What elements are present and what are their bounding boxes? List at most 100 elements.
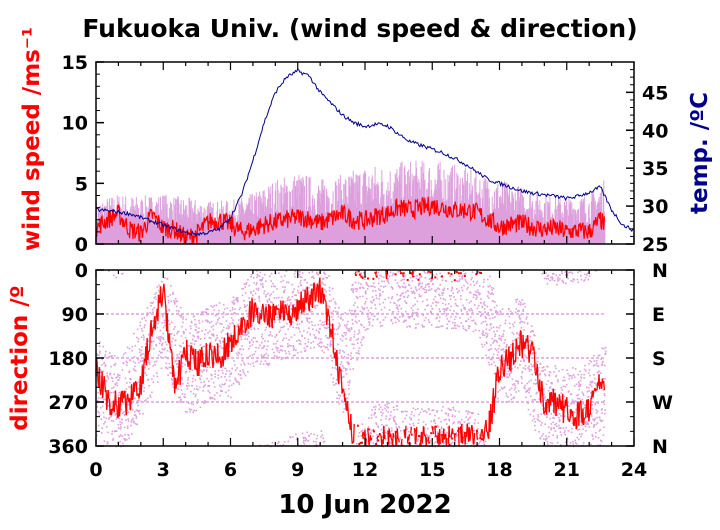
- direction-sample-dot: [439, 284, 441, 286]
- direction-segment: [431, 426, 434, 431]
- direction-sample-dot: [396, 405, 398, 407]
- direction-sample-dot: [454, 415, 456, 418]
- direction-sample-dot: [551, 382, 553, 385]
- direction-sample-dot: [110, 419, 113, 422]
- direction-sample-dot: [404, 286, 407, 288]
- direction-sample-dot: [140, 353, 142, 355]
- direction-sample-dot: [253, 282, 255, 284]
- direction-sample-dot: [434, 422, 437, 425]
- direction-sample-dot: [339, 349, 341, 352]
- direction-sample-dot: [391, 322, 394, 325]
- direction-segment: [438, 429, 441, 445]
- direction-sample-dot: [537, 414, 539, 416]
- direction-sample-dot: [144, 343, 147, 345]
- direction-sample-dot: [209, 366, 211, 369]
- direction-sample-dot: [400, 410, 403, 413]
- direction-sample-dot: [528, 370, 531, 372]
- direction-segment: [135, 381, 138, 385]
- direction-sample-dot: [219, 342, 222, 344]
- direction-segment: [194, 348, 197, 370]
- direction-sample-dot: [203, 345, 206, 348]
- direction-sample-dot: [473, 430, 476, 432]
- direction-sample-dot: [457, 421, 459, 424]
- direction-sample-dot: [278, 319, 281, 321]
- direction-sample-dot: [187, 382, 189, 384]
- direction-sample-dot: [108, 270, 110, 272]
- direction-sample-dot: [570, 431, 573, 434]
- direction-sample-dot: [575, 443, 578, 445]
- direction-sample-dot: [199, 344, 202, 346]
- direction-sample-dot: [214, 373, 216, 375]
- direction-sample-dot: [565, 282, 567, 285]
- direction-sample-dot: [182, 318, 184, 320]
- direction-sample-dot: [302, 437, 305, 440]
- direction-segment: [212, 357, 215, 368]
- direction-sample-dot: [286, 323, 288, 325]
- date-label: 10 Jun 2022: [278, 490, 452, 520]
- direction-sample-dot: [247, 362, 250, 365]
- direction-sample-dot: [294, 299, 297, 301]
- direction-point: [360, 275, 363, 278]
- direction-sample-dot: [285, 270, 288, 272]
- direction-sample-dot: [154, 316, 157, 318]
- direction-sample-dot: [384, 407, 386, 410]
- direction-sample-dot: [521, 382, 523, 384]
- direction-sample-dot: [549, 279, 551, 282]
- direction-point: [400, 272, 402, 275]
- direction-point: [428, 441, 431, 444]
- direction-sample-dot: [496, 330, 498, 332]
- direction-sample-dot: [111, 430, 114, 433]
- direction-sample-dot: [192, 393, 195, 395]
- direction-sample-dot: [100, 407, 102, 409]
- direction-sample-dot: [577, 393, 580, 396]
- direction-sample-dot: [504, 319, 507, 322]
- direction-sample-dot: [341, 370, 344, 372]
- direction-sample-dot: [553, 371, 555, 373]
- direction-sample-dot: [418, 277, 421, 279]
- direction-sample-dot: [492, 293, 494, 296]
- direction-sample-dot: [390, 411, 392, 413]
- direction-sample-dot: [265, 294, 268, 296]
- direction-sample-dot: [569, 271, 572, 273]
- direction-sample-dot: [370, 432, 372, 435]
- direction-sample-dot: [551, 279, 554, 281]
- direction-sample-dot: [469, 429, 472, 431]
- direction-sample-dot: [505, 346, 507, 349]
- direction-sample-dot: [343, 332, 346, 334]
- direction-sample-dot: [576, 278, 579, 281]
- direction-sample-dot: [232, 345, 234, 347]
- direction-sample-dot: [289, 298, 292, 301]
- direction-sample-dot: [453, 318, 456, 321]
- direction-sample-dot: [258, 300, 261, 302]
- direction-sample-dot: [582, 394, 585, 397]
- direction-sample-dot: [105, 350, 107, 353]
- direction-segment: [326, 317, 328, 325]
- direction-segment: [135, 383, 138, 396]
- direction-sample-dot: [450, 442, 453, 445]
- direction-segment: [233, 324, 236, 340]
- direction-sample-dot: [349, 339, 352, 341]
- direction-sample-dot: [242, 288, 245, 290]
- direction-sample-dot: [361, 311, 363, 314]
- direction-segment: [469, 428, 472, 434]
- direction-sample-dot: [503, 342, 506, 344]
- direction-sample-dot: [294, 317, 297, 320]
- direction-segment: [246, 320, 249, 327]
- direction-sample-dot: [144, 372, 146, 374]
- direction-sample-dot: [278, 356, 281, 359]
- direction-sample-dot: [112, 437, 115, 440]
- direction-sample-dot: [271, 442, 274, 444]
- direction-sample-dot: [178, 396, 180, 399]
- direction-sample-dot: [194, 395, 197, 398]
- direction-sample-dot: [440, 409, 443, 412]
- direction-sample-dot: [307, 341, 310, 343]
- direction-sample-dot: [324, 346, 327, 349]
- direction-sample-dot: [452, 327, 455, 329]
- direction-sample-dot: [370, 417, 373, 419]
- direction-sample-dot: [424, 286, 427, 288]
- direction-sample-dot: [580, 377, 583, 379]
- direction-sample-dot: [373, 413, 376, 416]
- direction-sample-dot: [363, 436, 366, 439]
- direction-sample-dot: [243, 364, 246, 366]
- direction-sample-dot: [487, 361, 490, 364]
